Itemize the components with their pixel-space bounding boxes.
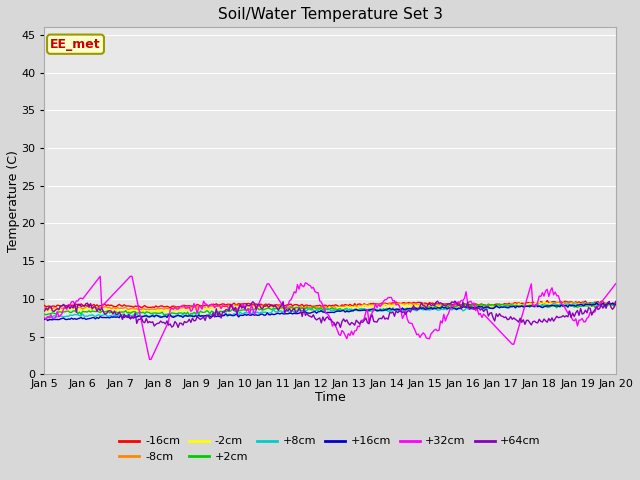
X-axis label: Time: Time [315,391,346,404]
Legend: -16cm, -8cm, -2cm, +2cm, +8cm, +16cm, +32cm, +64cm: -16cm, -8cm, -2cm, +2cm, +8cm, +16cm, +3… [115,432,545,467]
Text: EE_met: EE_met [50,38,101,51]
Y-axis label: Temperature (C): Temperature (C) [7,150,20,252]
Title: Soil/Water Temperature Set 3: Soil/Water Temperature Set 3 [218,7,442,22]
